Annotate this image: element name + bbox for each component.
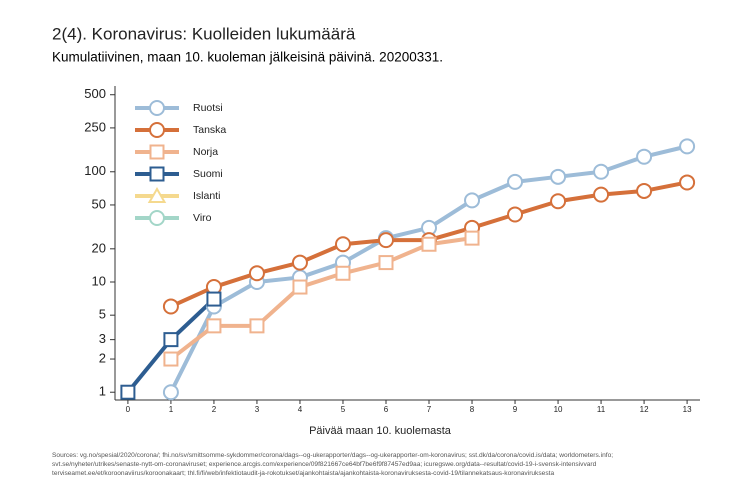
data-point [593,186,610,203]
data-point [377,232,394,249]
data-point [507,206,524,223]
data-point [248,265,265,282]
data-point [679,138,696,155]
legend-label: Suomi [193,168,223,180]
data-point [593,163,610,180]
x-tick-label: 11 [597,405,606,414]
y-tick-label: 100 [84,163,106,178]
legend-marker [149,166,165,182]
legend-label: Islanti [193,190,220,202]
data-point [206,318,222,334]
legend-marker [149,210,165,226]
x-tick-label: 6 [384,405,389,414]
data-point [550,193,567,210]
x-tick-label: 8 [470,405,475,414]
y-tick-label: 50 [92,196,106,211]
y-tick-label: 2 [99,350,106,365]
legend-marker [149,122,165,138]
x-tick-label: 9 [513,405,518,414]
x-tick-label: 2 [212,405,217,414]
data-point [163,332,179,348]
data-point [550,168,567,185]
data-point [464,192,481,209]
data-point [378,255,394,271]
data-point [636,182,653,199]
legend-label: Ruotsi [193,102,223,114]
y-tick-label: 500 [84,86,106,101]
y-tick-label: 20 [92,240,106,255]
data-point [507,173,524,190]
data-point [249,318,265,334]
legend-marker [149,100,165,116]
legend-label: Tanska [193,124,226,136]
data-point [291,254,308,271]
x-axis-label: Päivää maan 10. kuolemasta [309,425,452,437]
series-line [169,144,688,394]
x-tick-label: 7 [427,405,432,414]
data-point [679,174,696,191]
y-tick-label: 3 [99,331,106,346]
source-line: svt.se/nyheter/utrikes/senaste-nytt-om-c… [52,461,597,468]
data-point [292,279,308,295]
x-tick-label: 4 [298,405,303,414]
data-point [162,384,179,401]
x-tick-label: 5 [341,405,346,414]
source-line: Sources: vg.no/spesial/2020/corona/; fhi… [52,452,613,459]
legend-marker [149,144,165,160]
x-tick-label: 3 [255,405,260,414]
x-tick-label: 1 [169,405,174,414]
source-line: terviseamet.ee/et/koroonaviirus/koroonak… [52,470,554,477]
legend-label: Viro [193,212,212,224]
y-tick-label: 1 [99,384,106,399]
data-point [120,384,136,400]
data-point [636,148,653,165]
y-tick-label: 5 [99,307,106,322]
x-tick-label: 12 [640,405,649,414]
legend-marker [147,186,167,203]
data-point [464,230,480,246]
chart-title: 2(4). Koronavirus: Kuolleiden lukumäärä [52,24,356,43]
x-tick-label: 10 [554,405,563,414]
x-tick-label: 13 [683,405,692,414]
data-point [163,351,179,367]
data-point [421,236,437,252]
data-point [335,265,351,281]
legend-label: Norja [193,146,218,158]
chart-subtitle: Kumulatiivinen, maan 10. kuoleman jälkei… [52,50,443,65]
data-point [334,236,351,253]
data-point [162,298,179,315]
y-tick-label: 250 [84,119,106,134]
data-point [206,291,222,307]
y-tick-label: 10 [92,273,106,288]
x-tick-label: 0 [126,405,131,414]
